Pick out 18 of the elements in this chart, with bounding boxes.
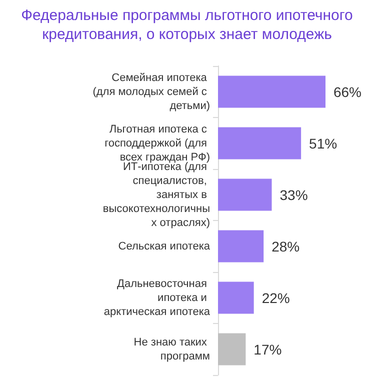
bar	[218, 230, 264, 262]
y-tick-label: Сельская ипотека	[118, 240, 211, 252]
bar	[218, 127, 302, 160]
data-label: 66%	[333, 84, 362, 100]
bar	[218, 282, 254, 314]
data-label: 51%	[309, 135, 338, 152]
data-label: 22%	[262, 290, 290, 306]
y-tick-label: Льготная ипотека с господдержкой (для всех граждан РФ)	[104, 123, 210, 164]
bar	[218, 333, 246, 366]
bar	[218, 76, 326, 108]
chart-title: Федеральные программы льготного ипотечного кредитования, о которых знает молодежь	[20, 6, 354, 44]
y-tick-label: Не знаю таких программ	[134, 336, 210, 362]
data-label: 28%	[272, 238, 300, 254]
y-tick-label: Семейная ипотека (для молодых семей с детьми)	[92, 72, 210, 112]
bar	[218, 178, 272, 211]
data-label: 33%	[280, 186, 308, 203]
y-tick-label: Дальневосточная ипотека и арктическая ипотека	[104, 278, 211, 318]
data-label: 17%	[254, 341, 282, 358]
